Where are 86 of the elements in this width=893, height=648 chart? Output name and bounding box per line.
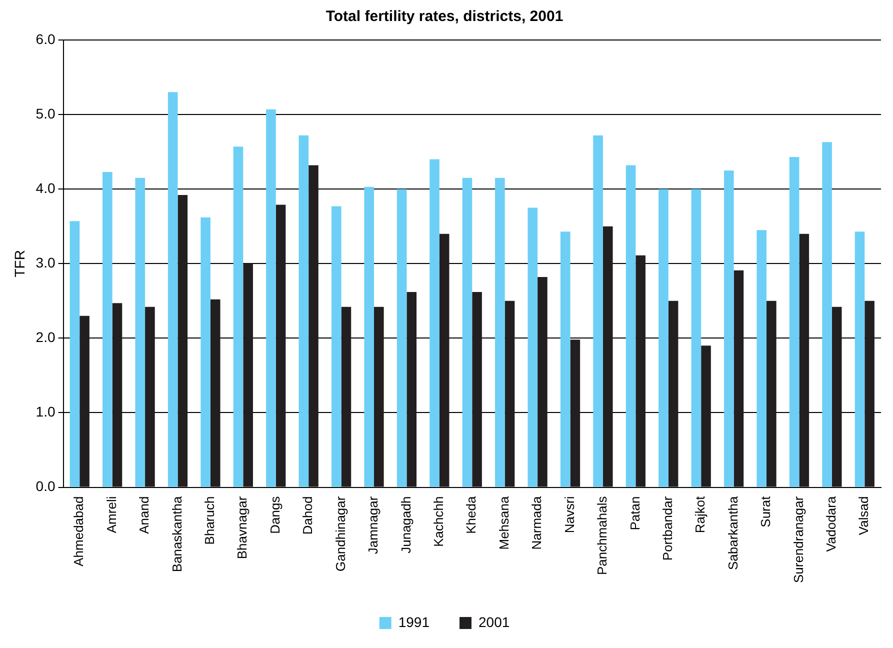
bar bbox=[462, 178, 472, 487]
bar bbox=[766, 300, 776, 487]
x-tick-label: Mehsana bbox=[496, 496, 512, 550]
bar bbox=[102, 172, 112, 487]
x-tick-label: Dahod bbox=[300, 496, 316, 535]
bar bbox=[80, 316, 90, 487]
bar bbox=[658, 189, 668, 487]
bar bbox=[602, 226, 613, 487]
bar bbox=[724, 170, 734, 487]
x-tick-label: Patan bbox=[627, 496, 642, 530]
bar bbox=[396, 189, 407, 487]
bar bbox=[504, 300, 515, 487]
x-tick-label: Sabarkantha bbox=[725, 496, 740, 570]
x-tick-label: Portbandar bbox=[660, 496, 675, 561]
x-tick-label: Surendranagar bbox=[790, 496, 806, 584]
x-tick-label: Bharuch bbox=[202, 496, 218, 545]
bar bbox=[406, 292, 417, 487]
chart-title: Total fertility rates, districts, 2001 bbox=[326, 8, 564, 26]
bar bbox=[168, 92, 178, 487]
x-tick-label: Surat bbox=[758, 496, 774, 528]
x-tick-label: Bhavnagar bbox=[234, 496, 250, 560]
bar bbox=[756, 230, 767, 487]
bar bbox=[276, 204, 286, 487]
y-tick-label: 4.0 bbox=[36, 180, 56, 196]
bar bbox=[331, 206, 342, 487]
bar bbox=[178, 195, 188, 487]
bar bbox=[864, 300, 874, 487]
bar bbox=[538, 277, 548, 487]
bar bbox=[789, 157, 800, 487]
x-tick-label: Rajkot bbox=[692, 496, 708, 534]
x-tick-label: Gandhinagar bbox=[332, 496, 348, 572]
y-tick-label: 2.0 bbox=[36, 329, 56, 346]
bar bbox=[439, 234, 450, 487]
x-tick-label: Ahmedabad bbox=[71, 496, 86, 566]
x-tick-label: Kachchh bbox=[431, 496, 446, 547]
x-tick-label: Anand bbox=[136, 496, 152, 534]
x-tick-label: Banaskantha bbox=[169, 496, 184, 572]
bar bbox=[734, 270, 744, 487]
y-axis-title: TFR bbox=[11, 250, 28, 278]
bar bbox=[266, 109, 276, 487]
bar bbox=[832, 306, 842, 487]
bar bbox=[626, 165, 636, 487]
x-tick-label: Kheda bbox=[464, 496, 479, 534]
bar bbox=[822, 142, 832, 487]
bar bbox=[233, 146, 244, 487]
bar bbox=[364, 186, 374, 487]
x-tick-label: Vadodara bbox=[824, 496, 839, 552]
legend-label: 2001 bbox=[478, 614, 510, 630]
bar bbox=[374, 306, 384, 487]
x-tick-label: Jamnagar bbox=[366, 496, 381, 554]
bar bbox=[200, 217, 210, 487]
bar bbox=[243, 264, 253, 487]
bar bbox=[495, 178, 505, 487]
x-tick-label: Valsad bbox=[856, 496, 872, 536]
y-tick-label: 3.0 bbox=[36, 254, 56, 270]
x-tick-label: Dangs bbox=[267, 496, 282, 534]
bar bbox=[799, 234, 810, 487]
bar bbox=[854, 232, 865, 487]
bar bbox=[593, 135, 603, 487]
x-tick-label: Panchmahals bbox=[594, 496, 610, 576]
bar bbox=[570, 340, 580, 487]
bar bbox=[341, 306, 352, 487]
bar bbox=[472, 292, 482, 487]
x-tick-label: Narmada bbox=[529, 496, 544, 550]
legend-label: 1991 bbox=[398, 614, 430, 630]
y-tick-label: 1.0 bbox=[36, 404, 56, 420]
bar bbox=[560, 232, 570, 487]
bar bbox=[636, 255, 646, 487]
bar bbox=[112, 303, 122, 487]
x-tick-label: Navsri bbox=[562, 496, 577, 534]
bar bbox=[701, 346, 711, 487]
bar bbox=[430, 159, 440, 487]
bar bbox=[528, 208, 538, 487]
y-tick-label: 5.0 bbox=[36, 105, 56, 122]
bar bbox=[691, 189, 702, 487]
x-tick-label: Junagadh bbox=[398, 496, 414, 554]
x-tick-label: Amreli bbox=[104, 496, 119, 534]
bar bbox=[70, 221, 80, 487]
bar bbox=[298, 135, 309, 487]
bar bbox=[145, 306, 155, 487]
bar bbox=[668, 300, 678, 487]
bar bbox=[210, 299, 220, 487]
bar bbox=[308, 165, 318, 487]
y-tick-label: 6.0 bbox=[36, 30, 56, 47]
y-tick-label: 0.0 bbox=[36, 478, 56, 494]
bar bbox=[135, 178, 146, 487]
